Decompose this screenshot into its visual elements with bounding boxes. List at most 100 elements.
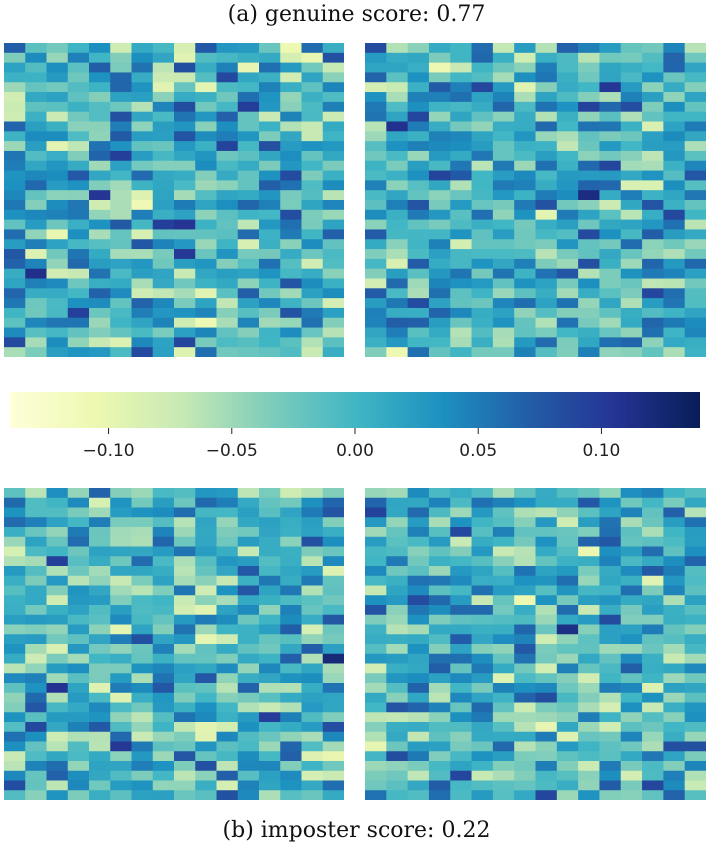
heatmap-cell [535,507,558,518]
heatmap-cell [663,595,686,606]
heatmap-cell [535,268,558,279]
heatmap-cell [259,624,281,635]
heatmap-cell [174,268,196,279]
heatmap-genuine-right [365,43,706,357]
heatmap-cell [514,111,536,122]
heatmap-cell [407,92,430,103]
heatmap-cell [25,229,47,240]
heatmap-cell [25,278,47,289]
heatmap-cell [4,761,26,772]
heatmap-cell [195,170,217,181]
heatmap-cell [131,298,154,309]
heatmap-cell [237,141,260,152]
heatmap-cell [174,536,196,547]
heatmap-cell [599,644,622,655]
heatmap-cell [365,634,387,645]
colorbar: −0.10 −0.05 0.00 0.05 0.10 [10,392,700,461]
heatmap-cell [131,507,154,518]
heatmap-cell [67,761,90,772]
heatmap-cell [301,790,324,800]
heatmap-cell [492,605,515,616]
heatmap-cell [535,82,558,93]
heatmap-cell [620,239,643,250]
heatmap-cell [237,347,260,357]
heatmap-cell [280,190,302,201]
heatmap-cell [174,556,196,567]
heatmap-cell [322,337,344,348]
heatmap-cell [365,497,387,508]
heatmap-cell [25,731,47,742]
heatmap-cell [386,268,409,279]
heatmap-cell [89,683,111,694]
heatmap-cell [386,595,409,606]
heatmap-cell [110,268,132,279]
heatmap-cell [301,605,324,616]
heatmap-cell [428,556,451,567]
heatmap-cell [237,722,260,733]
heatmap-cell [578,160,600,172]
heatmap-cell [535,790,558,800]
heatmap-cell [386,653,409,664]
heatmap-cell [110,190,132,201]
heatmap-cell [152,101,175,113]
heatmap-cell [152,121,175,132]
heatmap-cell [301,249,324,260]
heatmap-cell [365,278,387,289]
heatmap-cell [152,702,175,713]
heatmap-cell [322,249,344,260]
heatmap-cell [535,517,558,528]
heatmap-cell [407,52,430,64]
heatmap-cell [556,741,579,752]
heatmap-cell [663,249,686,260]
heatmap-cell [131,673,154,684]
heatmap-cell [25,170,47,181]
heatmap-cell [322,307,344,319]
heatmap-cell [514,337,536,348]
heatmap-cell [237,43,260,54]
heatmap-cell [195,131,217,142]
heatmap-cell [514,614,536,625]
heatmap-cell [174,200,196,211]
heatmap-cell [280,614,302,625]
heatmap-cell [663,546,686,557]
heatmap-cell [514,673,536,684]
heatmap-cell [471,160,494,172]
heatmap-cell [599,337,622,348]
heatmap-cell [131,556,154,567]
heatmap-cell [642,347,664,357]
heatmap-cell [25,751,47,762]
heatmap-cell [535,52,558,64]
heatmap-cell [386,731,409,742]
heatmap-cell [195,327,217,338]
heatmap-cell [492,497,515,508]
heatmap-cell [684,741,706,752]
heatmap-cell [174,605,196,616]
heatmap-cell [514,536,536,547]
heatmap-cell [237,790,260,800]
heatmap-cell [556,43,579,54]
heatmap-cell [514,741,536,752]
heatmap-cell [152,644,175,655]
heatmap-cell [450,517,473,528]
heatmap-cell [450,488,473,499]
heatmap-cell [578,131,600,142]
heatmap-cell [195,298,217,309]
heatmap-cell [471,527,494,538]
heatmap-cell [684,121,706,132]
heatmap-cell [407,190,430,201]
heatmap-cell [301,52,324,64]
heatmap-cell [599,722,622,733]
heatmap-cell [663,770,686,781]
heatmap-cell [642,751,664,762]
heatmap-cell [259,780,281,791]
heatmap-cell [67,131,90,142]
heatmap-cell [642,307,664,319]
heatmap-cell [556,111,579,122]
heatmap-cell [110,141,132,152]
heatmap-cell [642,200,664,211]
heatmap-cell [131,536,154,547]
heatmap-cell [642,507,664,518]
heatmap-cell [365,249,387,260]
heatmap-cell [428,52,451,64]
heatmap-cell [67,337,90,348]
